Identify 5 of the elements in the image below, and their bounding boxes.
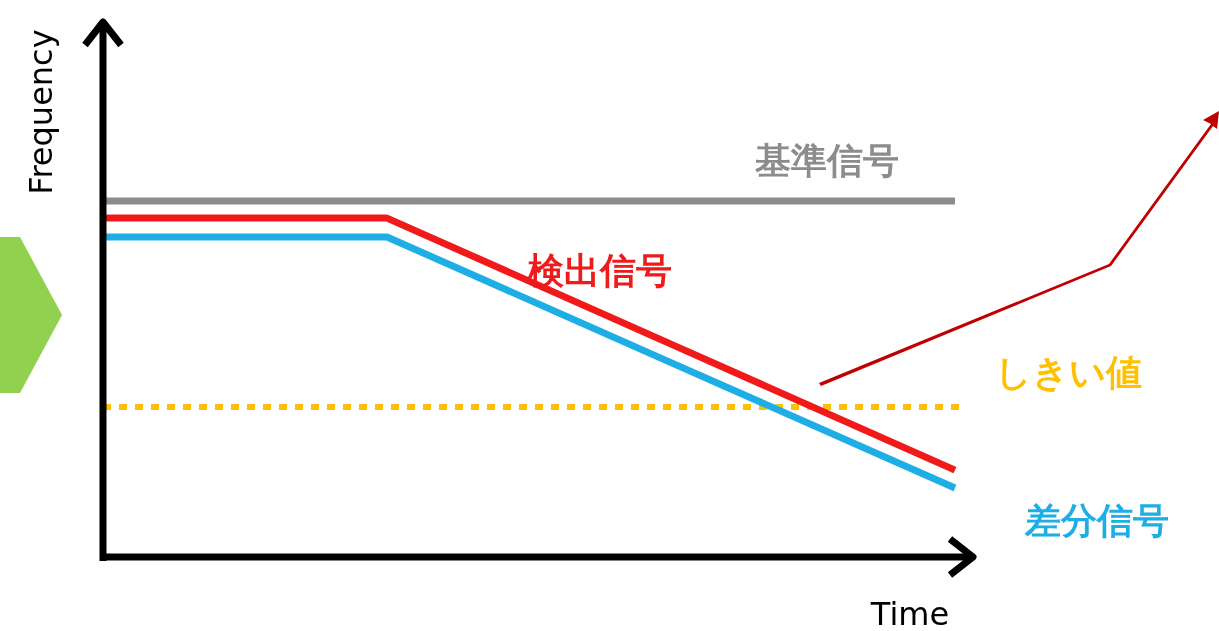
ref-line-label: しきい値 (994, 352, 1142, 394)
y-axis-title: Frequency (22, 29, 60, 195)
series-label: 基準信号 (754, 140, 900, 181)
series-label: 差分信号 (1024, 499, 1169, 541)
x-axis-title: Time (869, 595, 950, 631)
